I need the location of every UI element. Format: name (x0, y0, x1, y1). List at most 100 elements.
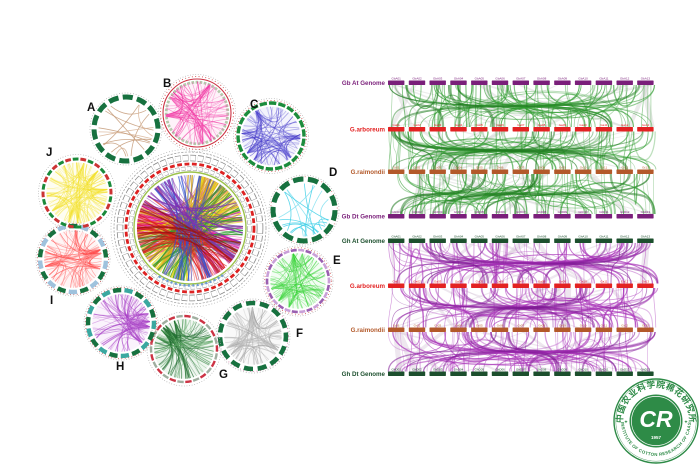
panel-label-d: D (329, 167, 337, 179)
panel-label-b: B (163, 78, 171, 90)
panel-tick-ring (158, 74, 236, 152)
panel-ideogram-segment (43, 176, 49, 183)
panel-ideogram-segment (277, 304, 285, 310)
panel-ideogram-segment (60, 221, 67, 227)
synteny-link (451, 331, 455, 372)
chromosome-bar (471, 283, 488, 288)
chromosome-label: GbD04 (454, 210, 464, 214)
synteny-arc (547, 184, 596, 215)
chromosome-label: Ga09 (559, 279, 567, 283)
synteny-arc (588, 109, 635, 128)
synteny-chord (165, 325, 179, 378)
panel-ideogram-segment (80, 157, 87, 162)
panel-ideogram-segment (317, 256, 324, 264)
synteny-chord (93, 313, 149, 317)
chromosome-bar (450, 127, 467, 132)
synteny-arc (449, 357, 601, 372)
panel-ideogram-segment (237, 144, 244, 153)
panel-ideogram-segment (236, 125, 242, 134)
synteny-link (610, 242, 621, 284)
synteny-arc (608, 131, 635, 161)
chromosome-bar (408, 327, 426, 332)
panel-ideogram-segment (89, 229, 99, 239)
panel-ideogram-segment (296, 147, 304, 156)
chromosome-label: GhD06 (495, 367, 505, 371)
synteny-link (546, 84, 613, 128)
synteny-chord (247, 150, 274, 166)
synteny-link (641, 84, 645, 128)
synteny-arc (490, 287, 659, 306)
chromosome-bar (616, 371, 633, 376)
synteny-chord (269, 329, 282, 351)
synteny-chord (241, 126, 300, 134)
panel-ideogram-segment (89, 279, 99, 289)
chromosome-label: Ga05 (476, 123, 484, 127)
chromosome-bar (388, 283, 405, 288)
synteny-link (400, 331, 405, 372)
synteny-link (572, 173, 613, 215)
chromosome-bar (595, 371, 613, 376)
panel-ideogram-ring (162, 78, 232, 148)
panel-ideogram-segment (149, 308, 156, 318)
seal-star-icon: ✦ (624, 420, 628, 426)
synteny-chord (271, 255, 310, 289)
synteny-link (431, 84, 436, 128)
synteny-link (419, 287, 425, 328)
panel-ideogram-segment (67, 224, 74, 229)
synteny-link (595, 331, 612, 372)
chromosome-bar (429, 327, 446, 332)
synteny-link (625, 287, 628, 328)
synteny-link (391, 84, 433, 128)
chromosome-label: GbD01 (391, 210, 401, 214)
center-ring (113, 151, 267, 305)
synteny-chord (46, 163, 85, 197)
synteny-chord (196, 336, 212, 372)
synteny-link (438, 84, 450, 128)
chromosome-label: Ga05 (476, 279, 484, 283)
center-ring (124, 162, 256, 294)
panel-ideogram-segment (161, 319, 169, 326)
panel-ideogram-segment (292, 176, 304, 184)
synteny-chord (272, 270, 289, 302)
panel-ideogram-segment (291, 310, 298, 314)
synteny-arc (498, 104, 571, 128)
chromosome-bar (574, 214, 592, 219)
synteny-chord (169, 336, 212, 376)
synteny-band (389, 85, 417, 127)
chromosome-bar (429, 214, 446, 219)
synteny-chord (105, 110, 154, 131)
chromosome-bar (554, 283, 571, 288)
synteny-arc (392, 331, 591, 366)
panel-ideogram-segment (259, 301, 270, 309)
center-ring (129, 167, 251, 289)
chromosome-label: Ga02 (413, 279, 421, 283)
track-label: G.raimondii (351, 327, 386, 334)
synteny-chord (139, 210, 241, 245)
panel-ideogram-segment (306, 307, 313, 313)
panel-ideogram-segment (150, 338, 154, 345)
panel-ideogram-segment (269, 356, 280, 366)
synteny-chord (253, 150, 281, 165)
synteny-chord (257, 143, 292, 163)
chromosome-label: Gr11 (601, 323, 608, 327)
chromosome-label: GbA06 (495, 76, 505, 80)
panel-ideogram-segment (232, 302, 243, 312)
synteny-band (389, 243, 396, 284)
panel-tick-ring (38, 154, 116, 232)
center-ring (110, 148, 270, 308)
chromosome-label: GhA01 (392, 234, 402, 238)
synteny-chord (46, 192, 61, 211)
chromosome-bar (574, 80, 592, 85)
synteny-chord (246, 110, 259, 154)
synteny-chord (47, 245, 101, 270)
synteny-arc (400, 198, 593, 215)
panel-tick-ring (160, 76, 234, 150)
panel-ideogram-segment (96, 215, 103, 222)
panel-ideogram-segment (46, 169, 53, 177)
panel-ideogram-segment (134, 291, 144, 300)
chromosome-label: GhD01 (391, 367, 401, 371)
chromosome-label: GhA07 (516, 234, 526, 238)
panel-ideogram-segment (156, 324, 163, 331)
chromosome-label: Gr08 (538, 323, 545, 327)
synteny-link (625, 131, 649, 170)
